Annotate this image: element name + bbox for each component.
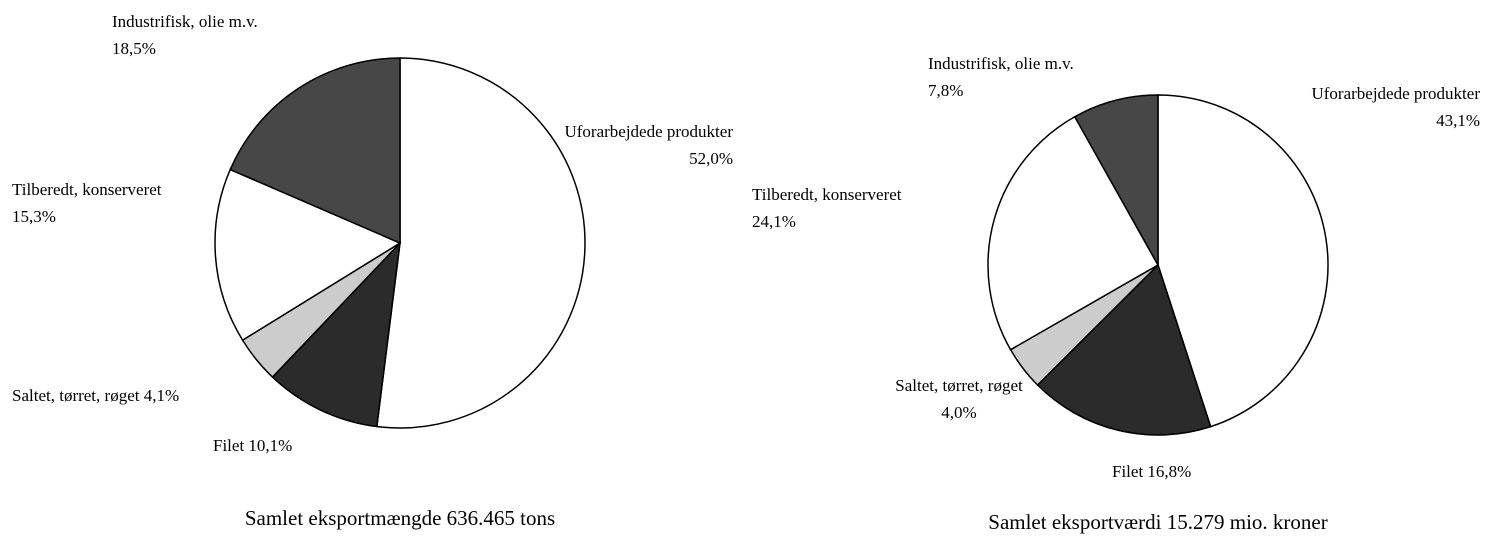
slice-label: Uforarbejdede produkter 43,1%	[1311, 80, 1480, 134]
slice-label: Filet 16,8%	[1112, 458, 1191, 485]
category-label: Saltet, tørret, røget	[895, 376, 1023, 395]
slice-label: Saltet, tørret, røget 4,1%	[12, 382, 179, 409]
slice-label: Tilberedt, konserveret 15,3%	[12, 176, 162, 230]
value-label: 18,5%	[112, 39, 156, 58]
slice-label: Industrifisk, olie m.v. 18,5%	[112, 8, 258, 62]
slice-label: Industrifisk, olie m.v. 7,8%	[928, 50, 1074, 104]
chart-title: Samlet eksportmængde 636.465 tons	[244, 506, 556, 530]
slice-label: Uforarbejdede produkter 52,0%	[564, 118, 733, 172]
pie-slice	[214, 168, 402, 342]
category-label: Filet	[1112, 462, 1144, 481]
category-label: Industrifisk, olie m.v.	[928, 54, 1074, 73]
category-label: Uforarbejdede produkter	[1311, 84, 1480, 103]
value-label: 10,1%	[248, 436, 293, 455]
value-label: 7,8%	[928, 81, 964, 100]
value-label: 43,1%	[1436, 111, 1480, 130]
pie-slice	[271, 240, 402, 428]
category-label: Uforarbejdede produkter	[564, 122, 733, 141]
pie-slice	[375, 57, 586, 429]
category-label: Saltet, tørret, røget	[12, 386, 140, 405]
pie-slice	[1036, 263, 1212, 436]
slice-label: Saltet, tørret, røget 4,0%	[884, 372, 1034, 426]
slice-label: Filet 10,1%	[213, 432, 292, 459]
value-label: 15,3%	[12, 207, 56, 226]
category-label: Filet	[213, 436, 245, 455]
category-label: Tilberedt, konserveret	[12, 180, 162, 199]
value-label: 52,0%	[689, 149, 733, 168]
pie-slice	[1073, 94, 1159, 268]
pie-slice	[1157, 94, 1329, 428]
category-label: Tilberedt, konserveret	[752, 185, 902, 204]
value-label: 4,0%	[941, 403, 977, 422]
category-label: Industrifisk, olie m.v.	[112, 12, 258, 31]
chart-title: Samlet eksportværdi 15.279 mio. kroner	[988, 510, 1328, 534]
value-label: 4,1%	[143, 386, 180, 405]
value-label: 16,8%	[1147, 462, 1192, 481]
pie-slice	[987, 115, 1160, 351]
pie-slice	[229, 57, 401, 245]
value-label: 24,1%	[752, 212, 796, 231]
slice-label: Tilberedt, konserveret 24,1%	[752, 181, 902, 235]
